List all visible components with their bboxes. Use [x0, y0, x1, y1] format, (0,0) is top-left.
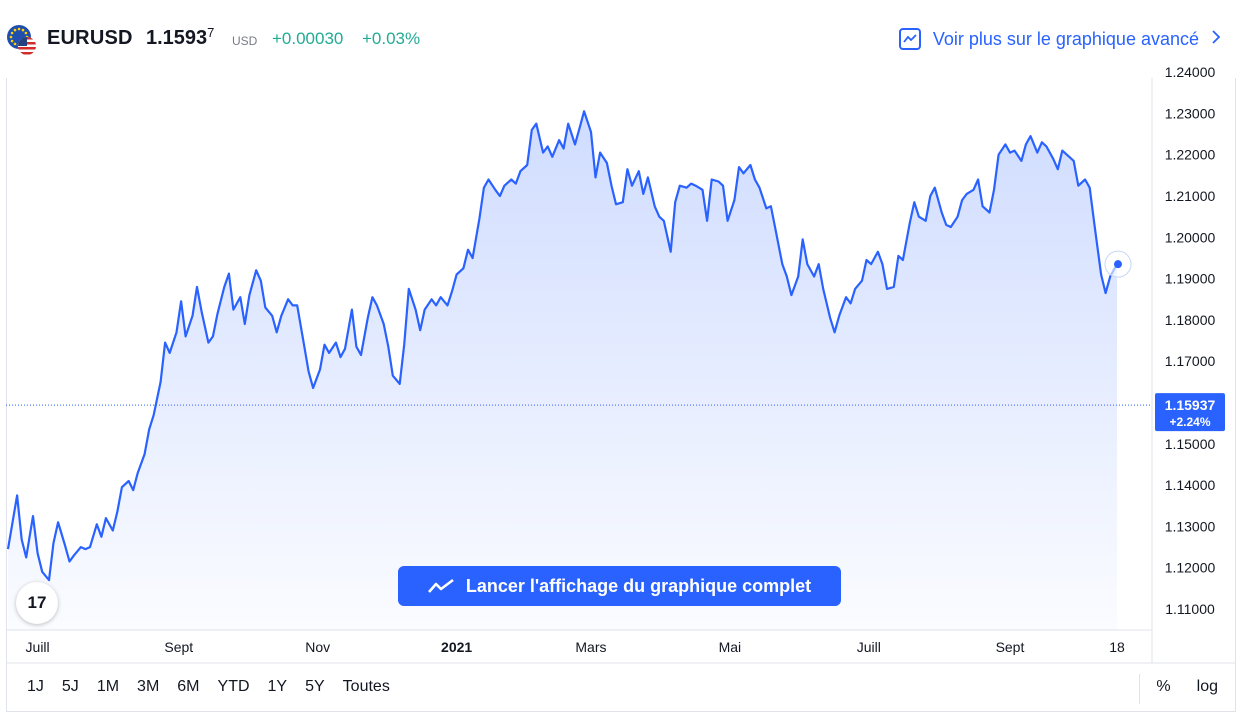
eur-usd-flag-icon [7, 25, 36, 55]
price-line [6, 110, 1118, 582]
chart-frame [6, 78, 1236, 712]
range-ytd-button[interactable]: YTD [217, 678, 250, 695]
launch-full-chart-button[interactable]: Lancer l'affichage du graphique complet [398, 566, 841, 606]
scale-toggles: % log [1143, 676, 1231, 698]
x-tick-label: Juill [26, 639, 50, 655]
currency-label: USD [232, 34, 258, 48]
range-5d-button[interactable]: 5J [61, 678, 79, 695]
launch-full-chart-label: Lancer l'affichage du graphique complet [465, 575, 812, 596]
percent-scale-button[interactable]: % [1156, 678, 1171, 695]
price-change: +0.00030 [272, 29, 344, 48]
range-1y-button[interactable]: 1Y [267, 678, 288, 695]
x-tick-label: Mai [719, 639, 742, 655]
chart-header: EURUSD 1.15937 USD +0.00030 +0.03% Voir … [0, 0, 1243, 78]
x-tick-label: 18 [1109, 639, 1125, 655]
tradingview-logo[interactable]: 17 [16, 582, 58, 624]
last-point-marker [1114, 260, 1122, 269]
y-tick-label: 1.21000 [1165, 188, 1216, 204]
chart-line-icon [898, 28, 921, 50]
range-1m-button[interactable]: 1M [96, 678, 120, 695]
advanced-chart-label: Voir plus sur le graphique avancé [932, 28, 1199, 49]
range-selector: 1J 5J 1M 3M 6M YTD 1Y 5Y Toutes [18, 676, 399, 698]
y-tick-label: 1.24000 [1165, 64, 1216, 80]
advanced-chart-link[interactable]: Voir plus sur le graphique avancé [898, 26, 1221, 52]
x-tick-label: Sept [164, 639, 193, 655]
chevron-right-icon [1211, 29, 1221, 50]
symbol-name: EURUSD [47, 27, 133, 49]
last-price-badge [1155, 393, 1225, 432]
range-all-button[interactable]: Toutes [342, 678, 390, 695]
y-tick-label: 1.15000 [1165, 436, 1216, 452]
price-area-fill [8, 111, 1117, 631]
x-tick-label: Sept [996, 639, 1025, 655]
y-tick-label: 1.18000 [1165, 312, 1216, 328]
y-tick-label: 1.23000 [1165, 105, 1216, 121]
last-price-label: 1.15937 [1165, 397, 1216, 413]
range-5y-button[interactable]: 5Y [305, 678, 325, 695]
y-tick-label: 1.11000 [1165, 601, 1215, 617]
y-tick-label: 1.17000 [1165, 353, 1216, 369]
x-tick-label: Nov [305, 639, 330, 655]
x-tick-label: 2021 [441, 639, 472, 655]
y-tick-label: 1.13000 [1165, 518, 1216, 534]
y-tick-label: 1.14000 [1165, 477, 1216, 493]
price-change-percent: +0.03% [362, 29, 421, 48]
current-price: 1.15937 [146, 25, 215, 50]
last-change-label: +2.24% [1169, 415, 1210, 429]
log-scale-button[interactable]: log [1196, 678, 1218, 695]
price-fraction: 7 [207, 25, 215, 40]
range-6m-button[interactable]: 6M [177, 678, 200, 695]
y-tick-label: 1.22000 [1165, 147, 1216, 163]
y-tick-label: 1.12000 [1165, 560, 1216, 576]
x-tick-label: Juill [857, 639, 881, 655]
scale-separator [1139, 674, 1140, 704]
range-1d-button[interactable]: 1J [27, 678, 44, 695]
price-main: 1.1593 [146, 27, 208, 49]
x-tick-label: Mars [575, 639, 606, 655]
range-3m-button[interactable]: 3M [137, 678, 160, 695]
trend-icon [427, 578, 454, 593]
y-tick-label: 1.19000 [1165, 271, 1216, 287]
y-tick-label: 1.20000 [1165, 229, 1216, 245]
